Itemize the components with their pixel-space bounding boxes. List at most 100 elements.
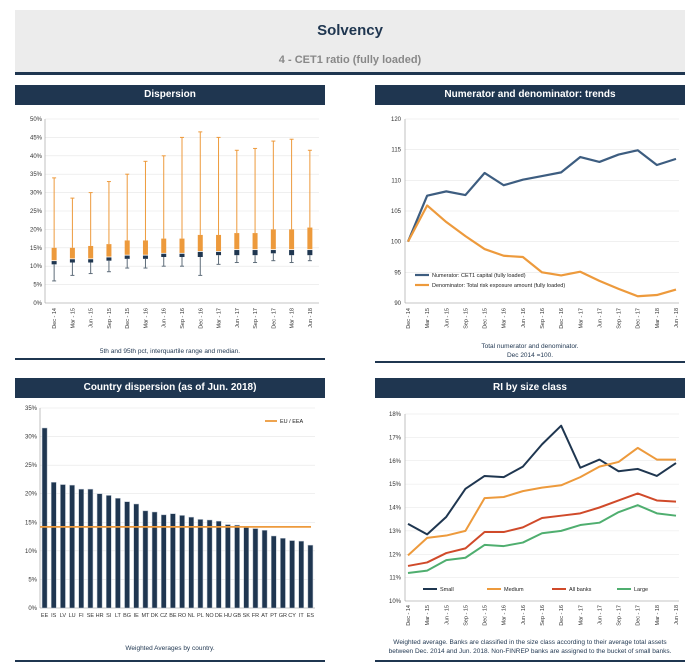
- size-chart: 10% 11% 12% 13% 14% 15% 16% 17% 18% Dec - 14 Mar -…: [389, 412, 680, 626]
- x-tick-label: BG: [123, 613, 131, 619]
- page-header: Solvency 4 - CET1 ratio (fully loaded): [15, 10, 685, 75]
- x-tick-label: CY: [288, 613, 296, 619]
- x-tick-label: Jun - 18: [674, 308, 680, 328]
- x-tick-label: Mar - 16: [143, 308, 149, 328]
- x-tick-label: HR: [96, 613, 104, 619]
- y-tick-label: 10%: [30, 264, 43, 270]
- x-tick-label: Dec - 16: [559, 308, 565, 329]
- country-bar: [124, 501, 130, 609]
- country-bar: [206, 519, 213, 609]
- y-tick-label: 16%: [389, 459, 402, 465]
- x-tick-label: Dec - 17: [636, 308, 642, 329]
- x-tick-label: Dec - 14: [406, 605, 412, 626]
- country-bar: [41, 427, 48, 609]
- x-tick-label: BE: [169, 613, 177, 619]
- y-tick-label: 15%: [25, 520, 38, 526]
- box-lower: [106, 257, 112, 261]
- country-bar: [60, 484, 66, 609]
- country-bar: [115, 498, 121, 609]
- y-tick-label: 10%: [25, 549, 38, 555]
- country-bar: [188, 516, 195, 609]
- x-tick-label: Dec - 17: [636, 605, 642, 626]
- x-tick-label: Mar - 17: [578, 308, 584, 328]
- trends-title: Numerator and denominator: trends: [375, 85, 685, 105]
- dispersion-chart: 0% 5% 10% 15% 20% 25% 30% 35% 40% 45% 50% Dec - 14 M…: [30, 117, 319, 329]
- box-upper: [234, 233, 240, 250]
- dispersion-title: Dispersion: [15, 85, 325, 105]
- x-tick-label: NO: [205, 613, 214, 619]
- country-bar: [87, 488, 94, 609]
- x-tick-label: Dec - 15: [125, 308, 131, 329]
- x-tick-label: Dec - 15: [483, 308, 489, 329]
- y-tick-label: 5%: [28, 577, 37, 583]
- box-upper: [88, 245, 94, 259]
- x-tick-label: HU: [224, 613, 232, 619]
- x-tick-label: Mar - 18: [655, 308, 661, 328]
- country-chart: 0% 5% 10% 15% 20% 25% 30% 35% EE IS LV LU FI SE HR SI LT…: [25, 406, 315, 619]
- x-tick-label: Sep - 16: [540, 308, 546, 329]
- x-tick-label: RO: [178, 613, 187, 619]
- x-tick-label: GR: [279, 613, 287, 619]
- country-caption: Weighted Averages by country.: [125, 645, 215, 652]
- y-tick-label: 105: [391, 209, 402, 215]
- series-line: [407, 424, 677, 536]
- y-tick-label: 13%: [389, 529, 402, 535]
- x-tick-label: Dec - 16: [198, 308, 204, 329]
- series-line: [407, 446, 676, 557]
- x-tick-label: Jun - 18: [308, 308, 314, 328]
- country-panel: Country dispersion (as of Jun. 2018) 0% 5…: [15, 378, 325, 663]
- y-tick-label: 30%: [25, 435, 38, 441]
- legend-label: Denominator: Total risk exposure amount …: [432, 283, 565, 289]
- box-lower: [142, 255, 148, 259]
- trends-caption: Total numerator and denominator. Dec 201…: [375, 342, 685, 360]
- country-bar: [252, 528, 259, 609]
- country-bar: [261, 530, 268, 609]
- x-tick-label: Dec - 14: [52, 308, 58, 329]
- x-tick-label: DE: [215, 613, 223, 619]
- y-tick-label: 15%: [30, 246, 43, 252]
- x-tick-label: Mar - 18: [655, 605, 661, 625]
- x-tick-label: Jun - 15: [444, 308, 450, 328]
- box-lower: [307, 249, 313, 256]
- box-lower: [289, 249, 295, 256]
- series-line: [407, 504, 677, 574]
- country-bar: [170, 513, 176, 609]
- x-tick-label: Dec - 15: [483, 605, 489, 626]
- country-divider: [15, 660, 325, 662]
- dispersion-caption: 5th and 95th pct, interquartile range an…: [99, 348, 241, 355]
- y-tick-label: 17%: [389, 435, 402, 441]
- y-tick-label: 11%: [389, 576, 401, 582]
- y-tick-label: 30%: [30, 191, 43, 197]
- x-tick-label: SK: [243, 613, 251, 619]
- legend-label: EU / EEA: [280, 419, 304, 425]
- country-bar: [179, 515, 185, 609]
- y-tick-label: 20%: [30, 227, 43, 233]
- country-bar: [225, 524, 231, 609]
- size-caption-line2: between Dec. 2014 and Jun. 2018. Non-FIN…: [388, 648, 672, 655]
- box-upper: [289, 229, 295, 250]
- y-tick-label: 35%: [25, 406, 38, 412]
- country-bar: [215, 520, 222, 609]
- trends-divider: [375, 361, 685, 363]
- y-tick-label: 45%: [30, 135, 43, 141]
- box-lower: [161, 253, 167, 257]
- country-bar: [270, 535, 277, 609]
- x-tick-label: IE: [134, 613, 140, 619]
- y-tick-label: 40%: [30, 154, 43, 160]
- legend-label: Small: [440, 587, 454, 593]
- trends-chart: 90 95 100 105 110 115 120 Dec - 14 Mar - 15 Jun -…: [391, 117, 680, 329]
- y-tick-label: 50%: [30, 117, 43, 123]
- size-title: RI by size class: [375, 378, 685, 398]
- x-tick-label: Dec - 14: [406, 308, 412, 329]
- box-upper: [69, 247, 75, 259]
- trends-caption-line2: Dec 2014 =100.: [506, 352, 554, 359]
- country-bar: [234, 524, 240, 609]
- x-tick-label: AT: [261, 613, 268, 619]
- country-title: Country dispersion (as of Jun. 2018): [15, 378, 325, 398]
- y-tick-label: 120: [391, 117, 402, 123]
- country-bar: [243, 527, 250, 609]
- box-lower: [252, 249, 258, 256]
- x-tick-label: Jun - 16: [521, 308, 527, 328]
- x-tick-label: FI: [79, 613, 84, 619]
- x-tick-label: Mar - 15: [425, 308, 431, 328]
